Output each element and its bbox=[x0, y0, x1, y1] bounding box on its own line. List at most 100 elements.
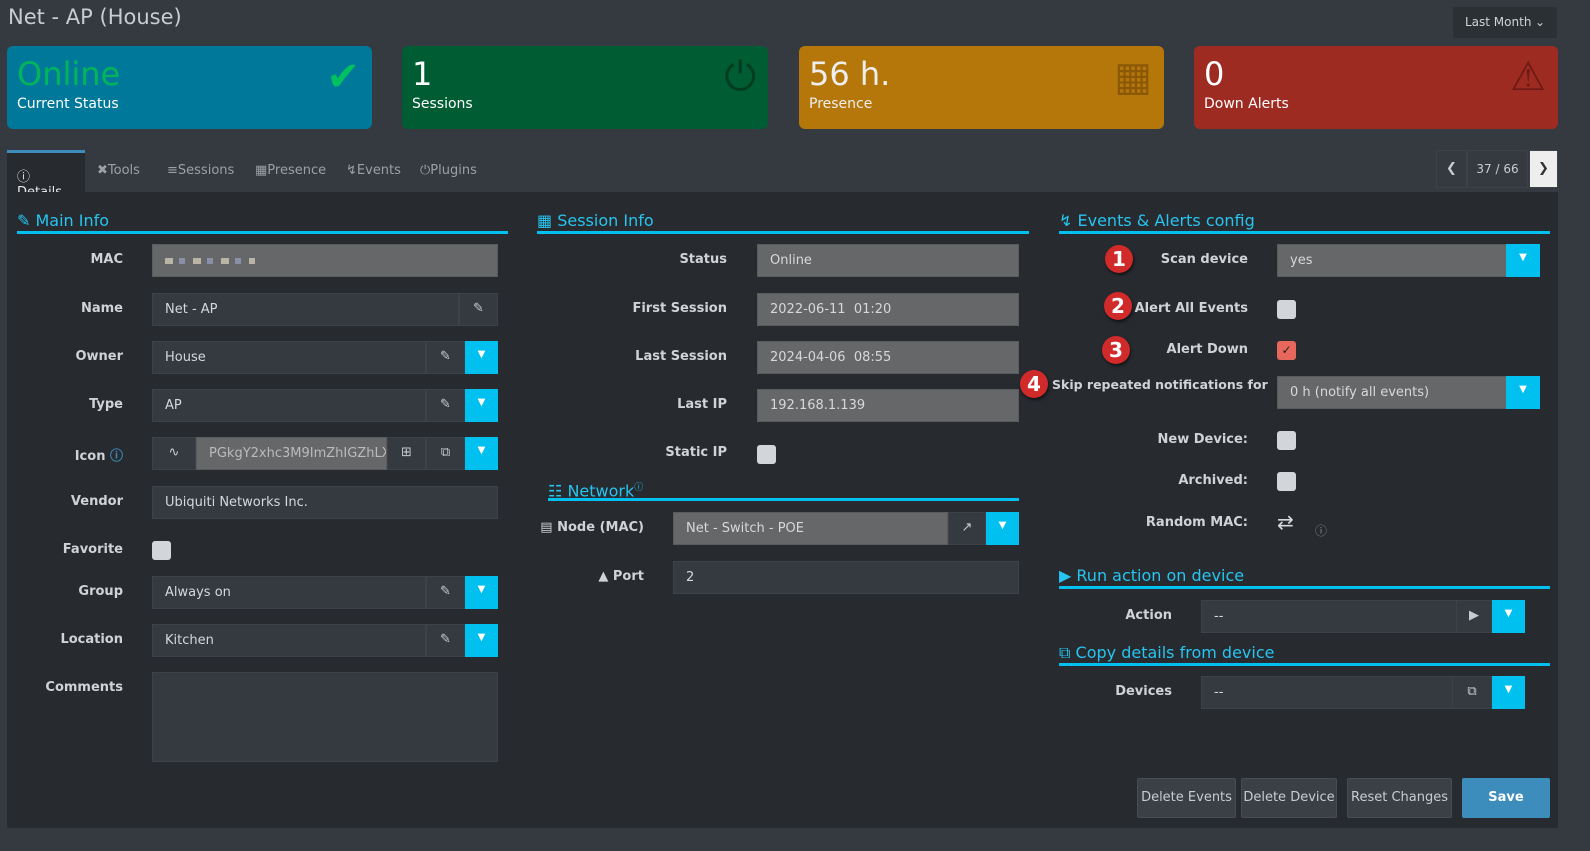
edit-location-button[interactable]: ✎ bbox=[426, 624, 465, 657]
copy-icon-button[interactable]: ⧉ bbox=[426, 437, 465, 470]
help-icon[interactable]: ⓘ bbox=[109, 449, 123, 464]
scan-device-dropdown-button[interactable]: ▼ bbox=[1506, 244, 1540, 277]
location-field[interactable]: Kitchen bbox=[152, 624, 426, 657]
delete-events-button[interactable]: Delete Events bbox=[1137, 778, 1236, 818]
info-icon[interactable]: ⓘ bbox=[1315, 524, 1328, 538]
port-label: ▲ Port bbox=[560, 569, 644, 584]
port-field[interactable]: 2 bbox=[673, 561, 1019, 594]
pencil-icon: ✎ bbox=[17, 211, 31, 230]
annotation-badge-4: 4 bbox=[1020, 370, 1048, 398]
delete-device-button[interactable]: Delete Device bbox=[1241, 778, 1337, 818]
caret-down-icon: ▼ bbox=[1519, 384, 1527, 395]
down-alerts-card[interactable]: 0 Down Alerts ⚠ bbox=[1194, 46, 1558, 129]
edit-group-button[interactable]: ✎ bbox=[426, 576, 465, 609]
section-title: Main Info bbox=[35, 211, 110, 230]
check-icon: ✔ bbox=[326, 54, 360, 100]
annotation-badge-3: 3 bbox=[1102, 336, 1130, 364]
type-dropdown-button[interactable]: ▼ bbox=[465, 389, 498, 422]
copy-icon: ⧉ bbox=[440, 445, 451, 460]
owner-dropdown-button[interactable]: ▼ bbox=[465, 341, 498, 374]
skip-notifications-dropdown-button[interactable]: ▼ bbox=[1506, 376, 1540, 409]
location-label: Location bbox=[60, 632, 123, 647]
devices-select[interactable]: -- bbox=[1201, 676, 1453, 709]
vendor-field[interactable]: Ubiquiti Networks Inc. bbox=[152, 486, 498, 519]
static-ip-checkbox[interactable] bbox=[757, 445, 776, 464]
edit-name-button[interactable]: ✎ bbox=[459, 293, 498, 326]
skip-notifications-select[interactable]: 0 h (notify all events) bbox=[1277, 376, 1507, 409]
tab-plugins[interactable]: ⏻Plugins bbox=[410, 150, 487, 192]
tab-details[interactable]: ⓘ Details bbox=[7, 150, 85, 200]
tab-tools[interactable]: ✖Tools bbox=[87, 150, 150, 192]
warning-icon: ⚠ bbox=[1510, 54, 1546, 100]
card-label: Sessions bbox=[412, 96, 473, 112]
new-device-checkbox[interactable] bbox=[1277, 431, 1296, 450]
mac-label: MAC bbox=[90, 252, 123, 267]
alert-all-checkbox[interactable] bbox=[1277, 300, 1296, 319]
external-link-icon: ↗ bbox=[961, 520, 973, 535]
check-icon: ✓ bbox=[1281, 343, 1292, 357]
add-icon-button[interactable]: ⊞ bbox=[387, 437, 426, 470]
shuffle-icon: ⇄ bbox=[1277, 510, 1294, 534]
status-card[interactable]: Online Current Status ✔ bbox=[7, 46, 372, 129]
favorite-checkbox[interactable] bbox=[152, 541, 171, 560]
chevron-right-icon: ❯ bbox=[1538, 161, 1549, 176]
group-dropdown-button[interactable]: ▼ bbox=[465, 576, 498, 609]
play-icon: ▶ bbox=[1469, 608, 1479, 623]
copy-from-device-button[interactable]: ⧉ bbox=[1452, 676, 1492, 709]
main-info-header: ✎ Main Info bbox=[17, 212, 508, 234]
name-field[interactable]: Net - AP bbox=[152, 293, 459, 326]
card-label: Down Alerts bbox=[1204, 96, 1289, 112]
first-session-field: 2022-06-11 01:20 bbox=[757, 293, 1019, 326]
action-select[interactable]: -- bbox=[1201, 600, 1457, 633]
calendar-icon: ▦ bbox=[537, 211, 553, 230]
next-device-button[interactable]: ❯ bbox=[1529, 150, 1558, 188]
group-label: Group bbox=[78, 584, 123, 599]
copy-icon: ⧉ bbox=[1059, 643, 1071, 662]
reset-changes-button[interactable]: Reset Changes bbox=[1347, 778, 1452, 818]
group-field[interactable]: Always on bbox=[152, 576, 426, 609]
devices-dropdown-button[interactable]: ▼ bbox=[1492, 676, 1525, 709]
tab-presence[interactable]: ▦Presence bbox=[245, 150, 336, 192]
scan-device-select[interactable]: yes bbox=[1277, 244, 1507, 277]
archived-checkbox[interactable] bbox=[1277, 472, 1296, 491]
device-position: 37 / 66 bbox=[1467, 150, 1528, 188]
network-header: ☷ Networkⓘ bbox=[548, 479, 1019, 501]
help-icon[interactable]: ⓘ bbox=[634, 483, 644, 493]
period-select-value: Last Month bbox=[1465, 15, 1532, 29]
comments-textarea[interactable] bbox=[152, 672, 498, 762]
caret-down-icon: ▼ bbox=[477, 397, 486, 408]
archived-label: Archived: bbox=[1178, 473, 1248, 488]
node-dropdown-button[interactable]: ▼ bbox=[986, 512, 1019, 545]
location-dropdown-button[interactable]: ▼ bbox=[465, 624, 498, 657]
alert-down-label: Alert Down bbox=[1166, 342, 1248, 357]
presence-card[interactable]: 56 h. Presence ▦ bbox=[799, 46, 1164, 129]
tab-label: Presence bbox=[267, 163, 327, 178]
edit-type-button[interactable]: ✎ bbox=[426, 389, 465, 422]
save-button[interactable]: Save bbox=[1462, 778, 1550, 818]
type-field[interactable]: AP bbox=[152, 389, 426, 422]
mac-redacted bbox=[165, 258, 255, 264]
tab-events[interactable]: ↯Events bbox=[336, 150, 411, 192]
prev-device-button[interactable]: ❮ bbox=[1436, 150, 1467, 188]
caret-down-icon: ▼ bbox=[477, 584, 486, 595]
copy-icon: ⧉ bbox=[1467, 684, 1477, 699]
action-dropdown-button[interactable]: ▼ bbox=[1492, 600, 1525, 633]
owner-field[interactable]: House bbox=[152, 341, 426, 374]
tab-bar: ⓘ Details ✖Tools ≡Sessions ▦Presence ↯Ev… bbox=[7, 150, 507, 200]
comments-label: Comments bbox=[45, 680, 123, 695]
icon-dropdown-button[interactable]: ▼ bbox=[465, 437, 498, 470]
go-to-node-button[interactable]: ↗ bbox=[948, 512, 986, 545]
node-field[interactable]: Net - Switch - POE bbox=[673, 512, 948, 545]
edit-owner-button[interactable]: ✎ bbox=[426, 341, 465, 374]
skip-notifications-label: Skip repeated notifications for bbox=[1052, 377, 1268, 392]
card-value: 1 bbox=[412, 55, 433, 93]
icon-field[interactable]: PGkgY2xhc3M9ImZhIGZhLXd bbox=[196, 437, 387, 470]
section-title: Copy details from device bbox=[1075, 643, 1275, 662]
period-select[interactable]: Last Month ⌄ bbox=[1453, 7, 1557, 38]
tab-sessions[interactable]: ≡Sessions bbox=[157, 150, 244, 192]
alert-down-checkbox[interactable]: ✓ bbox=[1277, 341, 1296, 360]
run-action-button[interactable]: ▶ bbox=[1456, 600, 1492, 633]
name-label: Name bbox=[80, 301, 123, 316]
last-ip-field: 192.168.1.139 bbox=[757, 389, 1019, 422]
sessions-card[interactable]: 1 Sessions ⏻ bbox=[402, 46, 768, 129]
